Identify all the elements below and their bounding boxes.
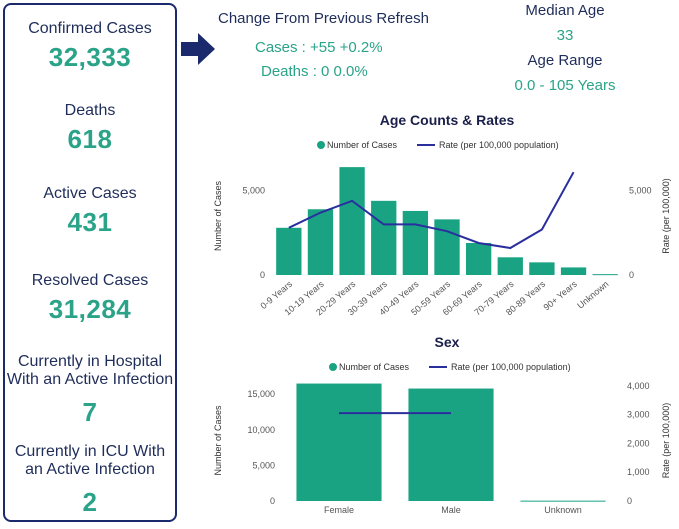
y-tick-label: 15,000 (247, 389, 275, 399)
chart-title: Sex (435, 334, 460, 350)
bar (307, 209, 334, 275)
stat-value: 31,284 (48, 294, 132, 324)
stat-value: 618 (67, 124, 113, 154)
stat-confirmed: Confirmed Cases 32,333 (5, 20, 175, 73)
bar (371, 200, 397, 275)
y2-axis-title: Rate (per 100,000) (661, 403, 671, 479)
bar (592, 274, 618, 276)
stat-label: Deaths (64, 102, 116, 119)
bar (408, 388, 494, 501)
y-tick-label: 5,000 (242, 186, 265, 196)
bar (402, 210, 429, 275)
legend-label-cases: Number of Cases (327, 140, 398, 150)
bar (497, 257, 523, 275)
stat-hospital: Currently in Hospital With an Active Inf… (5, 353, 175, 428)
bar (465, 242, 492, 275)
stat-label: Resolved Cases (31, 272, 149, 289)
rate-line (288, 171, 575, 250)
stat-label-line: With an Active Infection (6, 371, 174, 388)
age-range-label: Age Range (527, 52, 603, 69)
stat-value: 32,333 (48, 42, 132, 72)
bar (296, 383, 382, 501)
stat-label: Active Cases (43, 185, 137, 202)
chart-title: Age Counts & Rates (380, 112, 515, 128)
change-deaths: Deaths : 0 0.0% (261, 63, 368, 80)
legend-label-cases: Number of Cases (339, 362, 410, 372)
x-tick-label: Unknown (575, 279, 610, 311)
stat-value: 2 (82, 487, 98, 517)
legend-marker-cases (329, 363, 337, 371)
stat-deaths: Deaths 618 (5, 102, 175, 155)
y-axis-title: Number of Cases (213, 405, 223, 476)
y2-tick-label: 3,000 (627, 410, 650, 420)
stat-active: Active Cases 431 (5, 185, 175, 238)
stats-panel: Confirmed Cases 32,333 Deaths 618 Active… (3, 3, 177, 522)
y2-tick-label: 4,000 (627, 381, 650, 391)
y2-tick-label: 5,000 (629, 186, 652, 196)
bar (276, 227, 302, 275)
bar (529, 262, 555, 275)
stat-label: Confirmed Cases (28, 20, 152, 37)
bar (434, 219, 460, 275)
y2-tick-label: 1,000 (627, 467, 650, 477)
x-tick-label: Female (324, 505, 354, 515)
y2-tick-label: 0 (629, 270, 634, 280)
stat-icu: Currently in ICU With an Active Infectio… (5, 443, 175, 518)
bar (339, 167, 365, 275)
change-title: Change From Previous Refresh (218, 10, 429, 27)
legend-label-rate: Rate (per 100,000 population) (439, 140, 559, 150)
age-chart: Age Counts & Rates Number of Cases Rate (p… (213, 112, 671, 317)
legend-marker-cases (317, 141, 325, 149)
x-tick-label: 90+ Years (542, 279, 580, 313)
median-age-value: 33 (556, 27, 574, 44)
sex-chart: Sex Number of Cases Rate (per 100,000 popu… (213, 334, 671, 515)
y-tick-label: 5,000 (252, 460, 275, 470)
y-tick-label: 0 (260, 270, 265, 280)
age-range: Age Range 0.0 - 105 Years (500, 52, 630, 94)
stat-label-line: Currently in ICU With (14, 443, 166, 460)
x-tick-label: Unknown (544, 505, 582, 515)
arrow-right-icon (181, 33, 215, 65)
change-cases: Cases : +55 +0.2% (255, 39, 383, 56)
y-axis-title: Number of Cases (213, 180, 223, 251)
stat-label-line: an Active Infection (25, 461, 155, 478)
bar (560, 267, 587, 275)
stat-value: 7 (82, 397, 98, 427)
stat-resolved: Resolved Cases 31,284 (5, 272, 175, 325)
y2-tick-label: 2,000 (627, 438, 650, 448)
stat-value: 431 (67, 207, 113, 237)
legend-label-rate: Rate (per 100,000 population) (451, 362, 571, 372)
bar (520, 500, 606, 502)
stat-label-line: Currently in Hospital (17, 353, 163, 370)
x-tick-label: Male (441, 505, 461, 515)
y-tick-label: 0 (270, 496, 275, 506)
y2-axis-title: Rate (per 100,000) (661, 178, 671, 254)
y2-tick-label: 0 (627, 496, 632, 506)
median-age: Median Age 33 (500, 2, 630, 44)
age-range-value: 0.0 - 105 Years (514, 77, 616, 94)
y-tick-label: 10,000 (247, 425, 275, 435)
median-age-label: Median Age (525, 2, 605, 19)
